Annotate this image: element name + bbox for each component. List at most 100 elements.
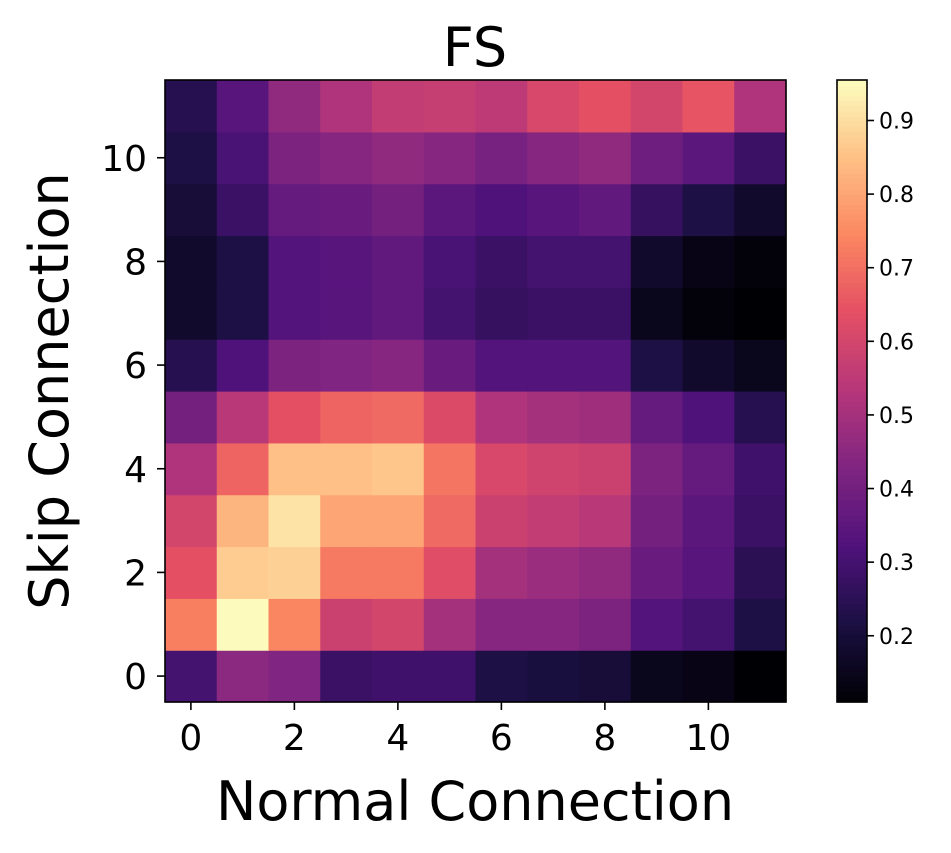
heatmap-cell bbox=[475, 287, 528, 340]
colorbar-segment bbox=[837, 541, 867, 548]
heatmap-cell bbox=[682, 339, 735, 392]
colorbar-segment bbox=[837, 199, 867, 205]
heatmap-cell bbox=[320, 546, 373, 599]
heatmap-cell bbox=[475, 494, 528, 548]
colorbar-segment bbox=[837, 214, 867, 221]
heatmap-cell bbox=[579, 650, 632, 703]
colorbar-segment bbox=[837, 147, 867, 154]
colorbar-segment bbox=[837, 204, 867, 211]
heatmap-cell bbox=[165, 546, 218, 599]
colorbar-segment bbox=[837, 111, 867, 117]
colorbar-tick-label: 0.7 bbox=[879, 257, 914, 282]
heatmap-cell bbox=[734, 235, 787, 288]
heatmap-cell bbox=[372, 287, 425, 340]
heatmap-cell bbox=[216, 442, 270, 496]
colorbar-segment bbox=[837, 126, 867, 133]
colorbar-segment bbox=[837, 613, 867, 620]
y-axis-ticks: 0 2 4 6 8 10 bbox=[101, 139, 165, 698]
heatmap-cell bbox=[268, 131, 321, 185]
colorbar-segment bbox=[837, 691, 867, 698]
heatmap-cell bbox=[527, 131, 580, 185]
colorbar-segment bbox=[837, 499, 867, 506]
colorbar-tick-label: 0.8 bbox=[879, 183, 914, 208]
heatmap-cell bbox=[527, 650, 580, 703]
heatmap-cell bbox=[216, 598, 270, 651]
heatmap-cell bbox=[216, 235, 270, 288]
heatmap-cell bbox=[734, 339, 787, 392]
colorbar-segment bbox=[837, 681, 867, 688]
x-tick-label: 6 bbox=[490, 718, 513, 759]
heatmap-cell bbox=[734, 131, 787, 185]
heatmap-cell bbox=[579, 80, 632, 133]
colorbar-tick-label: 0.6 bbox=[879, 330, 914, 355]
heatmap-cell bbox=[216, 339, 270, 392]
colorbar-segment bbox=[837, 105, 867, 112]
heatmap-cell bbox=[216, 80, 270, 133]
colorbar-segment bbox=[837, 142, 867, 148]
heatmap-cell bbox=[682, 650, 735, 703]
heatmap-cell bbox=[630, 235, 684, 288]
colorbar-segment bbox=[837, 80, 867, 86]
heatmap-cell bbox=[734, 183, 787, 237]
heatmap-cell bbox=[268, 442, 321, 496]
colorbar-segment bbox=[837, 411, 867, 418]
heatmap-cell bbox=[268, 650, 321, 703]
colorbar-segment bbox=[837, 686, 867, 693]
colorbar-segment bbox=[837, 530, 867, 537]
colorbar-segment bbox=[837, 152, 867, 159]
heatmap-cell bbox=[216, 131, 270, 185]
colorbar-segment bbox=[837, 577, 867, 584]
x-tick-label: 0 bbox=[179, 718, 202, 759]
chart-title: FS bbox=[443, 16, 507, 79]
heatmap-cell bbox=[372, 339, 425, 392]
heatmap-cell bbox=[372, 183, 425, 237]
colorbar-segment bbox=[837, 453, 867, 459]
heatmap-cell bbox=[216, 546, 270, 599]
colorbar-segment bbox=[837, 225, 867, 231]
heatmap-cell bbox=[527, 494, 580, 548]
colorbar-segment bbox=[837, 131, 867, 138]
colorbar-segment bbox=[837, 90, 867, 97]
colorbar-segment bbox=[837, 489, 867, 496]
colorbar-segment bbox=[837, 448, 867, 454]
heatmap-cell bbox=[423, 339, 477, 392]
y-tick-label: 6 bbox=[124, 346, 147, 387]
colorbar-segment bbox=[837, 437, 867, 444]
colorbar-segment bbox=[837, 183, 867, 190]
heatmap-cell bbox=[527, 80, 580, 133]
heatmap-cell bbox=[423, 598, 477, 651]
heatmap-cell bbox=[165, 494, 218, 548]
heatmap-cell bbox=[630, 650, 684, 703]
heatmap-cell bbox=[372, 546, 425, 599]
heatmap-cell bbox=[165, 183, 218, 237]
colorbar-segment bbox=[837, 349, 867, 356]
colorbar-segment bbox=[837, 422, 867, 428]
colorbar-segment bbox=[837, 137, 867, 143]
colorbar-segment bbox=[837, 318, 867, 325]
colorbar-segment bbox=[837, 116, 867, 123]
colorbar-segment bbox=[837, 525, 867, 532]
colorbar-segment bbox=[837, 572, 867, 579]
colorbar-segment bbox=[837, 582, 867, 589]
colorbar-segment bbox=[837, 162, 867, 169]
colorbar-segment bbox=[837, 276, 867, 283]
heatmap-cell bbox=[579, 235, 632, 288]
heatmap-cell bbox=[527, 339, 580, 392]
colorbar-segment bbox=[837, 650, 867, 656]
heatmap-cell bbox=[475, 598, 528, 651]
heatmap-cell bbox=[320, 80, 373, 133]
colorbar-segment bbox=[837, 95, 867, 102]
y-tick-label: 8 bbox=[124, 242, 147, 283]
colorbar-segment bbox=[837, 696, 867, 703]
heatmap-cell bbox=[268, 494, 321, 548]
colorbar-segment bbox=[837, 676, 867, 682]
colorbar-segment bbox=[837, 510, 867, 516]
heatmap-cell bbox=[475, 183, 528, 237]
heatmap-cell bbox=[734, 442, 787, 496]
heatmap-cell bbox=[734, 287, 787, 340]
colorbar-segment bbox=[837, 670, 867, 677]
x-tick-label: 2 bbox=[283, 718, 306, 759]
plot-frame bbox=[164, 79, 787, 703]
heatmap-cell bbox=[734, 80, 787, 133]
y-tick-label: 10 bbox=[101, 139, 147, 180]
